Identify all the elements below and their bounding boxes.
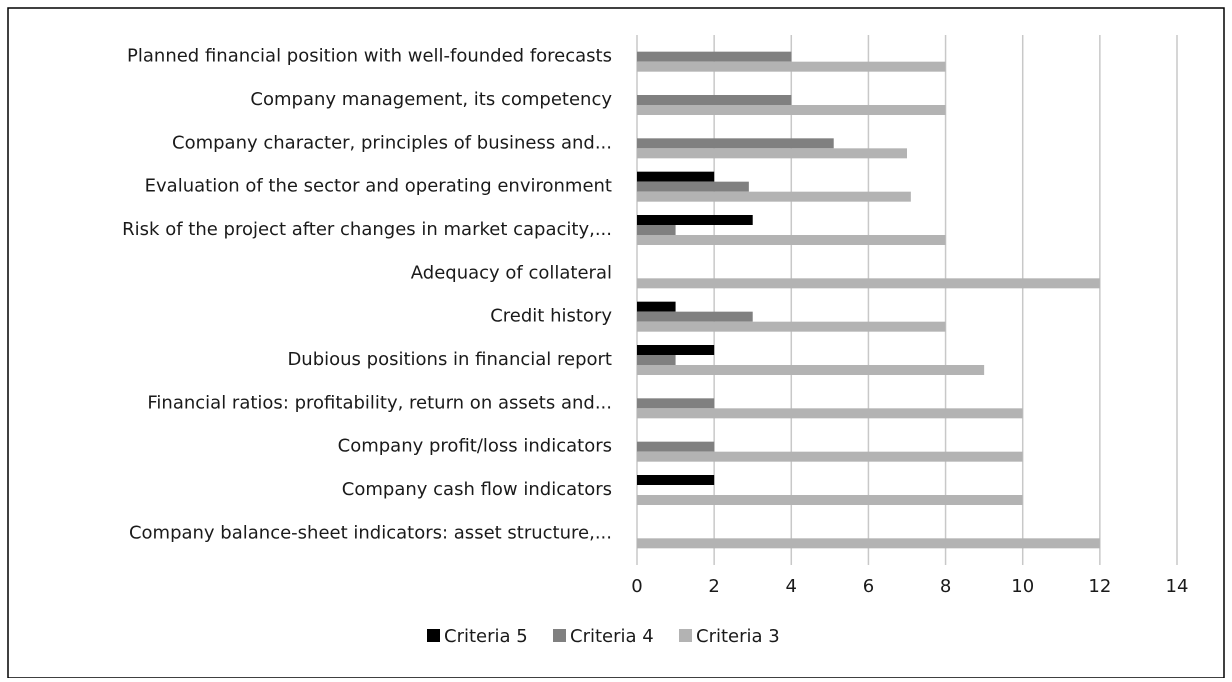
bar — [637, 278, 1100, 289]
bar — [637, 105, 946, 115]
bar — [637, 51, 792, 62]
legend-swatch — [427, 629, 440, 642]
x-tick-label: 6 — [863, 576, 874, 597]
bar — [637, 538, 1100, 549]
legend-swatch — [679, 629, 692, 642]
y-tick-label: Company balance-sheet indicators: asset … — [129, 522, 612, 543]
x-tick-label: 10 — [1011, 576, 1034, 597]
bar — [637, 408, 1023, 419]
bar — [637, 475, 715, 485]
y-tick-label: Dubious positions in financial report — [287, 349, 612, 370]
y-tick-label: Credit history — [490, 306, 612, 327]
y-tick-label: Planned financial position with well-fou… — [127, 46, 612, 67]
legend-label: Criteria 4 — [570, 626, 654, 647]
x-tick-label: 2 — [708, 576, 719, 597]
bar — [637, 495, 1023, 505]
bar — [637, 61, 946, 72]
bar — [637, 95, 792, 105]
bar — [637, 235, 946, 245]
y-tick-label: Company character, principles of busines… — [172, 132, 612, 153]
bar — [637, 355, 676, 365]
bar — [637, 138, 834, 149]
bar — [637, 398, 715, 409]
y-tick-label: Evaluation of the sector and operating e… — [145, 176, 612, 197]
bar — [637, 311, 753, 322]
y-tick-label: Financial ratios: profitability, return … — [147, 392, 612, 413]
bar — [637, 171, 715, 182]
bar — [637, 321, 946, 332]
x-tick-label: 14 — [1166, 576, 1189, 597]
bar — [637, 365, 985, 375]
x-tick-label: 8 — [940, 576, 951, 597]
y-tick-label: Risk of the project after changes in mar… — [122, 219, 612, 240]
chart-frame — [7, 7, 1225, 679]
y-tick-label: Company management, its competency — [250, 89, 612, 110]
y-tick-label: Company profit/loss indicators — [338, 436, 612, 457]
bar — [637, 451, 1023, 462]
y-tick-label: Adequacy of collateral — [411, 262, 612, 283]
bar — [637, 345, 715, 355]
y-tick-label: Company cash flow indicators — [342, 479, 612, 500]
bar — [637, 301, 676, 312]
bar — [637, 441, 715, 452]
bar — [637, 181, 749, 192]
legend-label: Criteria 5 — [444, 626, 528, 647]
x-tick-label: 4 — [786, 576, 797, 597]
bar — [637, 191, 911, 202]
bar — [637, 225, 676, 235]
legend-label: Criteria 3 — [696, 626, 780, 647]
bar — [637, 215, 753, 225]
bar — [637, 148, 907, 159]
x-tick-label: 0 — [631, 576, 642, 597]
x-tick-label: 12 — [1088, 576, 1111, 597]
legend-swatch — [553, 629, 566, 642]
